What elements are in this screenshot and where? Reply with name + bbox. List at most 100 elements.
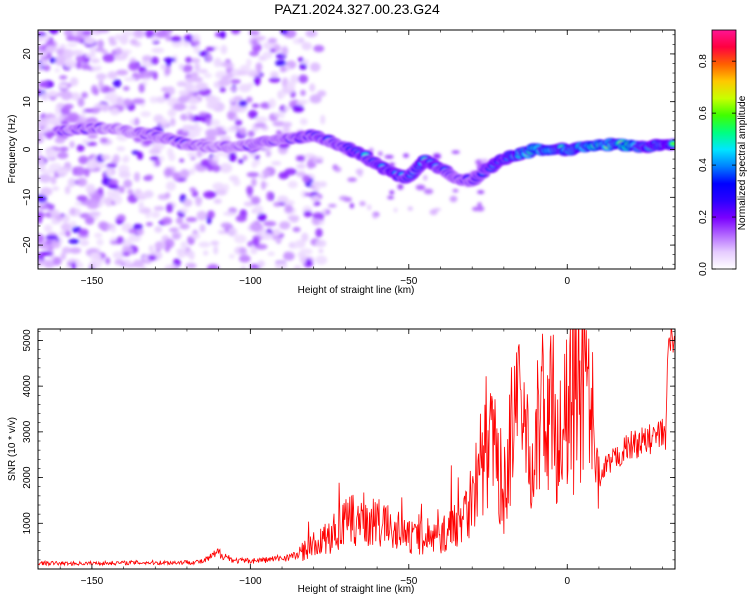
heatmap-cell	[112, 79, 122, 88]
heatmap-cell	[69, 141, 75, 149]
heatmap-cell	[52, 256, 62, 266]
snr-x-ticks: −150 −100 −50 0	[59, 329, 663, 587]
heatmap-cell	[113, 194, 123, 205]
heatmap-cell	[142, 139, 152, 146]
heatmap-cell	[69, 77, 79, 87]
heatmap-cell	[248, 30, 260, 36]
heatmap-cell	[164, 167, 173, 177]
heatmap-cell	[301, 42, 313, 51]
heatmap-cell	[152, 71, 158, 80]
heatmap-cell	[226, 127, 238, 132]
heatmap-cell	[62, 49, 74, 59]
x-tick-label: −50	[400, 576, 417, 587]
heatmap-cell	[219, 163, 233, 173]
heatmap-cell	[71, 262, 77, 269]
heatmap-cell	[176, 81, 187, 87]
heatmap-cell	[105, 167, 114, 178]
heatmap-cell	[229, 175, 239, 182]
heatmap-cell	[239, 247, 247, 255]
heatmap-cell	[477, 190, 485, 194]
heatmap-cell	[209, 119, 221, 127]
heatmap-cell	[175, 217, 184, 225]
heatmap-cell	[78, 228, 89, 237]
heatmap-cell	[238, 158, 244, 164]
heatmap-cell	[171, 232, 181, 240]
heatmap-cell	[89, 211, 101, 217]
heatmap-panel: −150 −100 −50 0 20 10 0 −10 −20 Height of strai…	[7, 29, 676, 296]
heatmap-cell	[249, 50, 259, 57]
heatmap-cell	[212, 154, 220, 163]
heatmap-cell	[239, 127, 247, 136]
heatmap-cell	[384, 155, 394, 159]
heatmap-cell	[205, 129, 218, 138]
heatmap-cell	[116, 146, 126, 152]
heatmap-cell	[45, 45, 56, 54]
heatmap-cell	[60, 223, 72, 232]
heatmap-cell	[170, 117, 176, 127]
heatmap-cell	[283, 106, 290, 112]
heatmap-cell	[185, 76, 198, 83]
heatmap-cell	[403, 153, 409, 158]
heatmap-cell	[155, 96, 167, 104]
heatmap-cell	[452, 189, 459, 193]
heatmap-cell	[97, 30, 110, 34]
heatmap-cell	[206, 52, 212, 63]
heatmap-cell	[259, 173, 265, 179]
heatmap-cell	[118, 171, 131, 179]
heatmap-cell	[165, 33, 172, 42]
heatmap-cell	[296, 171, 306, 178]
heatmap-cell	[38, 259, 44, 266]
heatmap-cell	[114, 259, 124, 266]
heatmap-cell	[451, 150, 460, 154]
heatmap-cell	[55, 214, 64, 221]
heatmap-cell	[109, 95, 116, 105]
heatmap-cell	[165, 203, 174, 213]
heatmap-cell	[279, 66, 287, 73]
heatmap-cell	[133, 172, 141, 182]
heatmap-cell	[272, 228, 281, 237]
heatmap-cell	[238, 83, 251, 93]
heatmap-cell	[203, 250, 209, 256]
y-tick-label: 20	[22, 48, 33, 60]
heatmap-cell	[71, 92, 81, 101]
y-tick-label: 0	[22, 146, 33, 152]
heatmap-cell	[161, 216, 173, 225]
heatmap-cell	[309, 94, 322, 104]
heatmap-cell	[67, 177, 76, 188]
heatmap-cell	[149, 96, 158, 104]
heatmap-cell	[477, 202, 482, 208]
heatmap-x-axis-label: Height of straight line (km)	[298, 285, 415, 296]
colorbar: 0.0 0.2 0.4 0.6 0.8 Normalized spectral ampl…	[698, 29, 748, 276]
heatmap-cell	[60, 252, 67, 261]
snr-series	[38, 329, 675, 567]
heatmap-cell	[122, 251, 131, 257]
heatmap-cell	[230, 30, 241, 35]
heatmap-cell	[164, 65, 171, 76]
heatmap-cell	[190, 58, 201, 63]
heatmap-cell	[292, 226, 301, 233]
heatmap-cell	[93, 88, 99, 96]
heatmap-cell	[254, 122, 267, 128]
heatmap-cell	[311, 181, 322, 187]
heatmap-cell	[229, 86, 238, 92]
heatmap-cell	[389, 190, 395, 195]
snr-panel: −150 −100 −50 0 1000 2000 3000 4000 5000 Height…	[7, 328, 676, 595]
heatmap-cell	[81, 91, 88, 99]
heatmap-cell	[257, 213, 267, 222]
heatmap-cell	[97, 39, 104, 49]
heatmap-cell	[150, 56, 159, 65]
heatmap-cell	[292, 105, 305, 113]
heatmap-cell	[318, 181, 327, 188]
heatmap-cell	[246, 96, 253, 103]
heatmap-cell	[128, 228, 138, 234]
heatmap-cell	[207, 264, 220, 269]
heatmap-cell	[159, 118, 170, 128]
heatmap-cell	[179, 169, 190, 179]
heatmap-cell	[367, 204, 372, 211]
heatmap-cell	[82, 30, 93, 36]
heatmap-cell	[64, 185, 71, 195]
heatmap-cell	[304, 153, 316, 159]
colorbar-tick-label: 0.0	[698, 262, 709, 276]
heatmap-cell	[243, 201, 254, 207]
heatmap-cell	[67, 112, 80, 122]
